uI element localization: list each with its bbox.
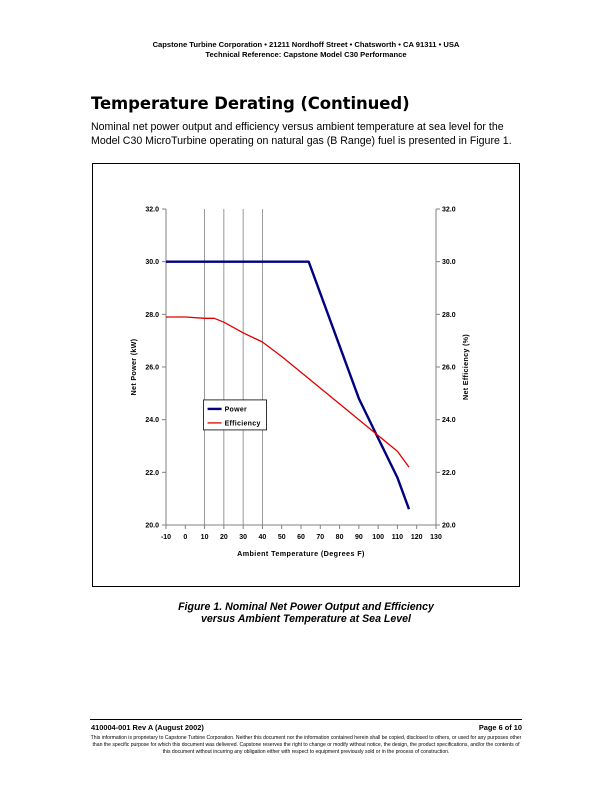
legend-label: Efficiency (225, 420, 261, 427)
header-reference-line: Technical Reference: Capstone Model C30 … (205, 50, 407, 59)
y-tick-label-left: 30.0 (145, 259, 159, 266)
x-tick-label: 100 (372, 534, 384, 541)
y-tick-label-right: 28.0 (442, 312, 456, 319)
performance-chart: 20.0 22.0 24.0 26.0 28.0 30.0 32.0 20.0 22.0 24.0… (129, 207, 470, 559)
document-id: 410004-001 Rev A (August 2002) (91, 723, 204, 732)
y-tick-label-right: 20.0 (442, 523, 456, 530)
x-tick-label: 120 (411, 534, 423, 541)
y-tick-label-right: 22.0 (442, 470, 456, 477)
x-tick-label: 80 (336, 534, 344, 541)
legend-label: Power (225, 406, 248, 413)
y-axis-title-right: Net Efficiency (%) (461, 334, 470, 400)
intro-paragraph: Nominal net power output and efficiency … (91, 121, 512, 147)
y-tick-label-left: 26.0 (145, 365, 159, 372)
series-line-power (166, 260, 411, 510)
y-axis-title-left: Net Power (kW) (129, 338, 138, 395)
y-tick-label-right: 30.0 (442, 259, 456, 266)
y-tick-label-left: 32.0 (145, 207, 159, 214)
page-number: Page 6 of 10 (478, 723, 522, 732)
y-tick-label-left: 22.0 (145, 470, 159, 477)
x-tick-label: 130 (430, 534, 442, 541)
figure-caption-line1: Figure 1. Nominal Net Power Output and E… (178, 601, 434, 613)
x-tick-label: 20 (220, 534, 228, 541)
header-company-line: Capstone Turbine Corporation • 21211 Nor… (152, 40, 460, 49)
y-tick-label-right: 24.0 (442, 417, 456, 424)
proprietary-notice: This information is proprietary to Capst… (90, 735, 522, 755)
y-tick-label-left: 28.0 (145, 312, 159, 319)
x-tick-label: 40 (259, 534, 267, 541)
series-line-efficiency (166, 316, 410, 468)
x-tick-label: 90 (355, 534, 363, 541)
x-tick-label: 70 (316, 534, 324, 541)
x-tick-label: -10 (161, 534, 171, 541)
footer-divider (90, 719, 522, 720)
y-tick-label-left: 24.0 (145, 417, 159, 424)
x-tick-label: 50 (278, 534, 286, 541)
figure-caption-line2: versus Ambient Temperature at Sea Level (201, 613, 411, 625)
chart-legend (203, 399, 267, 431)
y-tick-label-left: 20.0 (145, 523, 159, 530)
x-tick-label: 110 (392, 534, 403, 541)
x-tick-label: 10 (201, 534, 209, 541)
x-tick-label: 60 (297, 534, 305, 541)
section-title: Temperature Derating (Continued) (91, 94, 410, 113)
y-tick-label-right: 32.0 (442, 207, 456, 214)
x-tick-label: 30 (239, 534, 247, 541)
chart-frame: 20.0 22.0 24.0 26.0 28.0 30.0 32.0 20.0 22.0 24.0… (92, 163, 520, 587)
y-tick-label-right: 26.0 (442, 365, 456, 372)
x-tick-label: 0 (183, 534, 187, 541)
x-axis-title: Ambient Temperature (Degrees F) (237, 549, 365, 558)
